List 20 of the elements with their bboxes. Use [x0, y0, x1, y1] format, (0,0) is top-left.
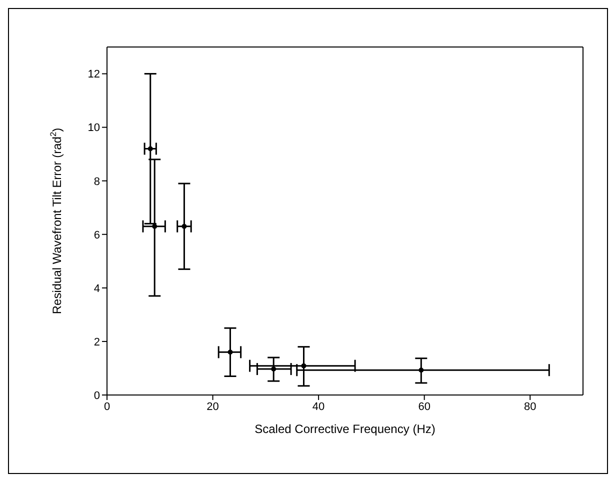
y-tick-label: 4 [94, 282, 100, 295]
y-tick-label: 10 [88, 122, 100, 134]
y-tick-label: 8 [94, 176, 100, 188]
y-tick-label: 0 [94, 390, 100, 402]
x-tick-label: 20 [206, 400, 219, 413]
y-tick-label: 12 [88, 68, 100, 81]
point [418, 368, 424, 373]
x-tick-label: 80 [524, 400, 536, 413]
x-tick-label: 0 [104, 400, 110, 413]
x-tick-label: 60 [418, 400, 430, 413]
x-axis-title: Scaled Corrective Frequency (Hz) [254, 422, 436, 436]
x-tick-label: 40 [312, 400, 325, 413]
point [301, 363, 306, 368]
point [271, 366, 276, 372]
y-tick-label: 2 [94, 336, 100, 348]
point [228, 350, 233, 355]
y-tick-label: 6 [94, 229, 100, 242]
point [182, 224, 187, 229]
point [148, 146, 153, 152]
point [152, 224, 158, 229]
